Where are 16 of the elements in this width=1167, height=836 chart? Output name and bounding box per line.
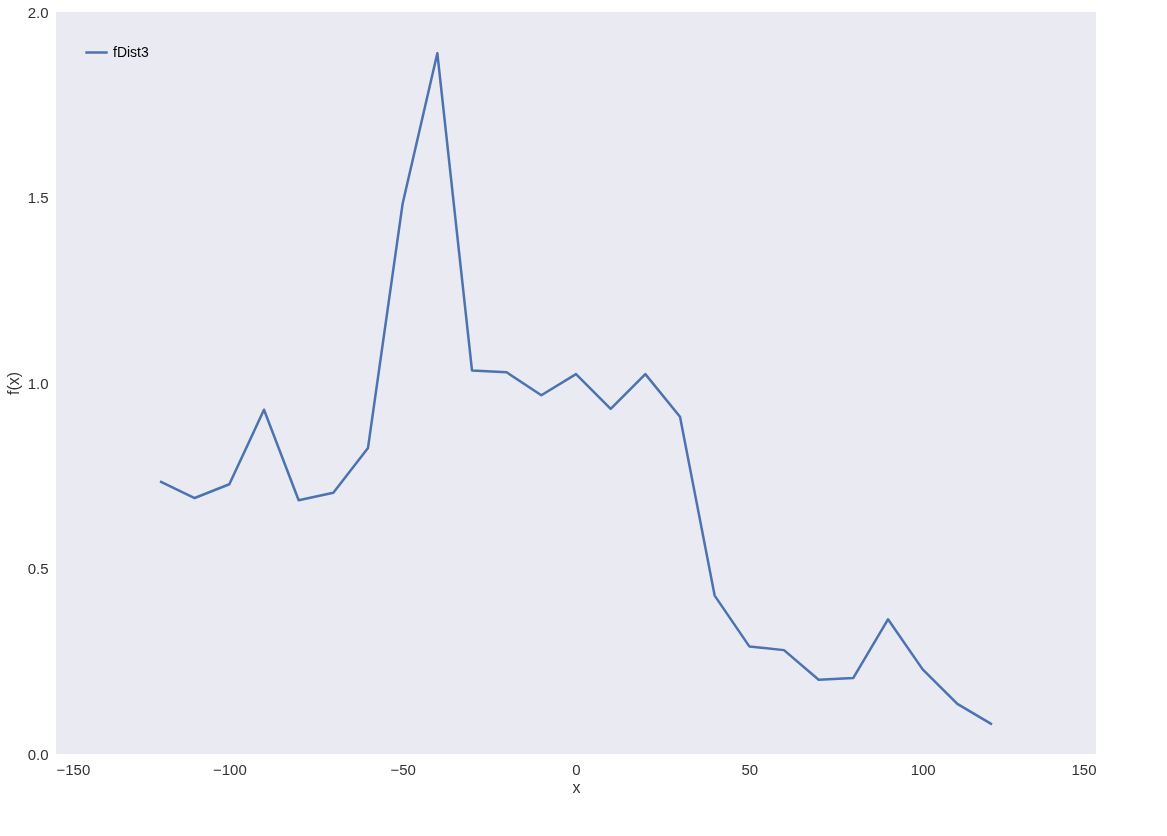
x-tick-label: −100	[212, 760, 247, 778]
x-tick-label: 150	[1071, 760, 1097, 778]
y-tick-label: 2.0	[27, 3, 49, 21]
x-axis-title: x	[572, 778, 581, 796]
line-series	[158, 51, 994, 726]
x-tick-label: 100	[910, 760, 936, 778]
y-axis-title: f(x)	[4, 371, 22, 396]
x-tick-label: 0	[572, 760, 581, 778]
y-tick-label: 0.5	[27, 560, 49, 577]
legend-label: fDist3	[113, 43, 149, 60]
y-tick-label: 0.0	[27, 745, 49, 763]
y-tick-label: 1.5	[27, 189, 49, 206]
x-tick-label: −50	[390, 760, 416, 778]
x-tick-label: 50	[741, 760, 759, 778]
x-tick-label: −150	[56, 760, 91, 778]
y-tick-label: 1.0	[27, 374, 49, 392]
